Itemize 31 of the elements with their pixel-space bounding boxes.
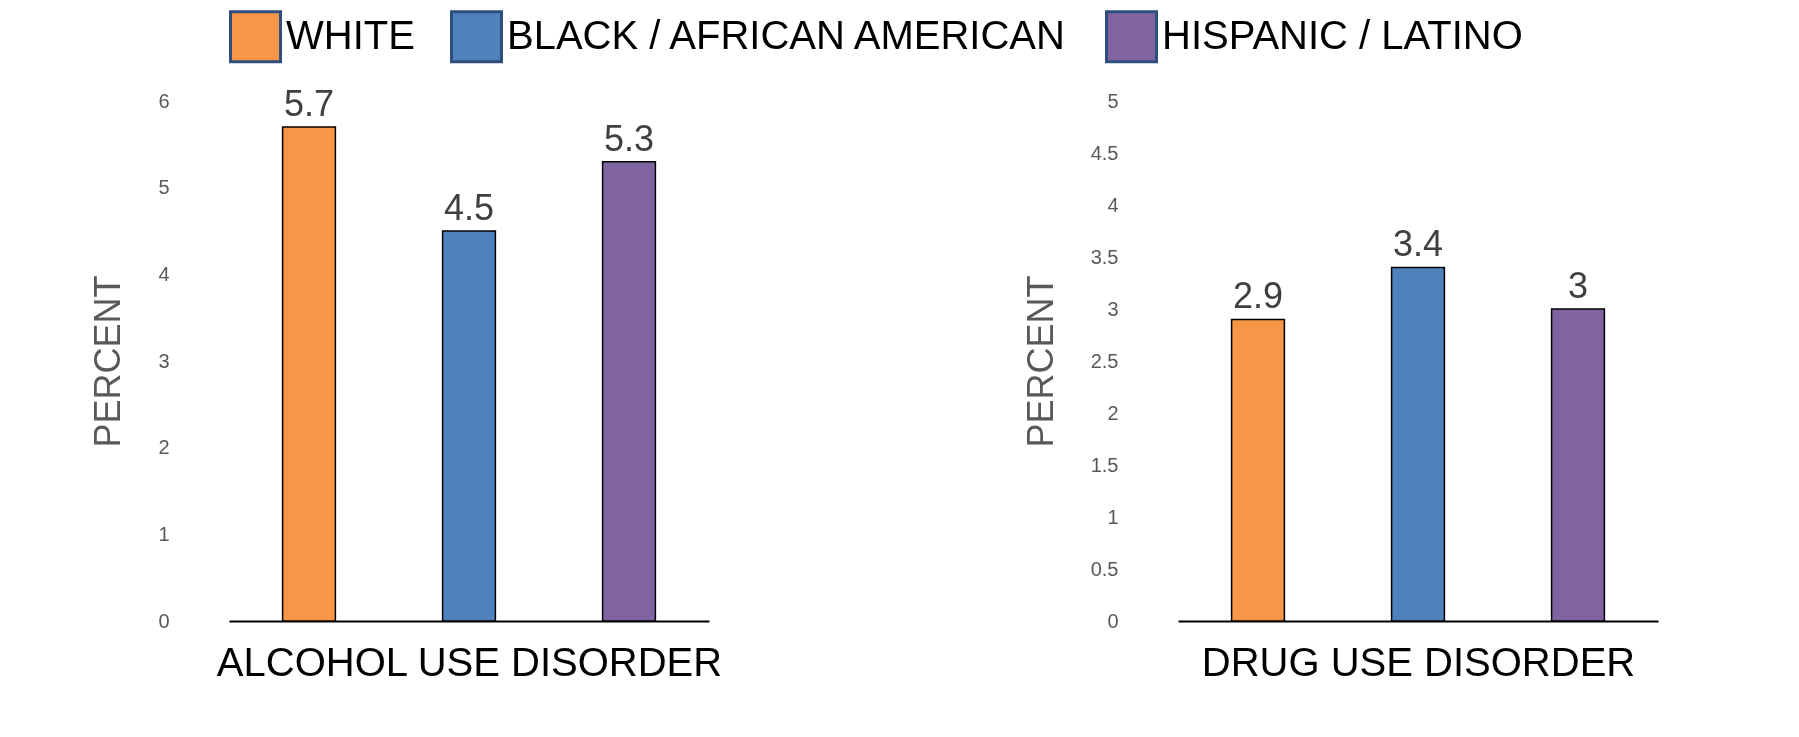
y-tick-label: 0: [1107, 609, 1119, 632]
legend-label: WHITE: [286, 12, 415, 57]
legend-label: HISPANIC / LATINO: [1162, 12, 1523, 57]
data-label: 5.7: [283, 83, 335, 124]
y-tick-label: 1.5: [1090, 453, 1119, 476]
y-tick-label: 0: [158, 609, 170, 632]
y-tick-label: 2: [1107, 401, 1119, 424]
y-tick-label: 4.5: [1090, 141, 1119, 164]
data-label: 5.3: [603, 117, 655, 159]
y-tick-label: 6: [158, 89, 170, 112]
y-tick-label: 5: [1107, 89, 1119, 112]
y-tick-label: 2.5: [1090, 349, 1119, 372]
y-tick-label: 4: [1107, 193, 1119, 216]
legend-label: BLACK / AFRICAN AMERICAN: [507, 12, 1065, 57]
y-tick-label: 4: [158, 262, 170, 285]
x-axis-title: DRUG USE DISORDER: [1201, 639, 1636, 684]
y-tick-label: 3: [1107, 297, 1119, 320]
data-label: 4.5: [443, 187, 495, 228]
data-label: 3: [1567, 265, 1589, 306]
y-tick-label: 2: [158, 436, 170, 459]
y-tick-label: 3: [158, 349, 170, 372]
y-tick-label: 0.5: [1090, 557, 1119, 580]
data-label: 2.9: [1232, 275, 1284, 317]
y-axis-title: PERCENT: [87, 275, 129, 448]
y-tick-label: 1: [158, 522, 170, 545]
data-label: 3.4: [1392, 223, 1444, 265]
y-axis-title: PERCENT: [1019, 275, 1061, 448]
y-tick-label: 3.5: [1090, 245, 1119, 268]
y-tick-label: 5: [158, 176, 170, 199]
x-axis-title: ALCOHOL USE DISORDER: [216, 639, 723, 684]
y-tick-label: 1: [1107, 505, 1119, 528]
